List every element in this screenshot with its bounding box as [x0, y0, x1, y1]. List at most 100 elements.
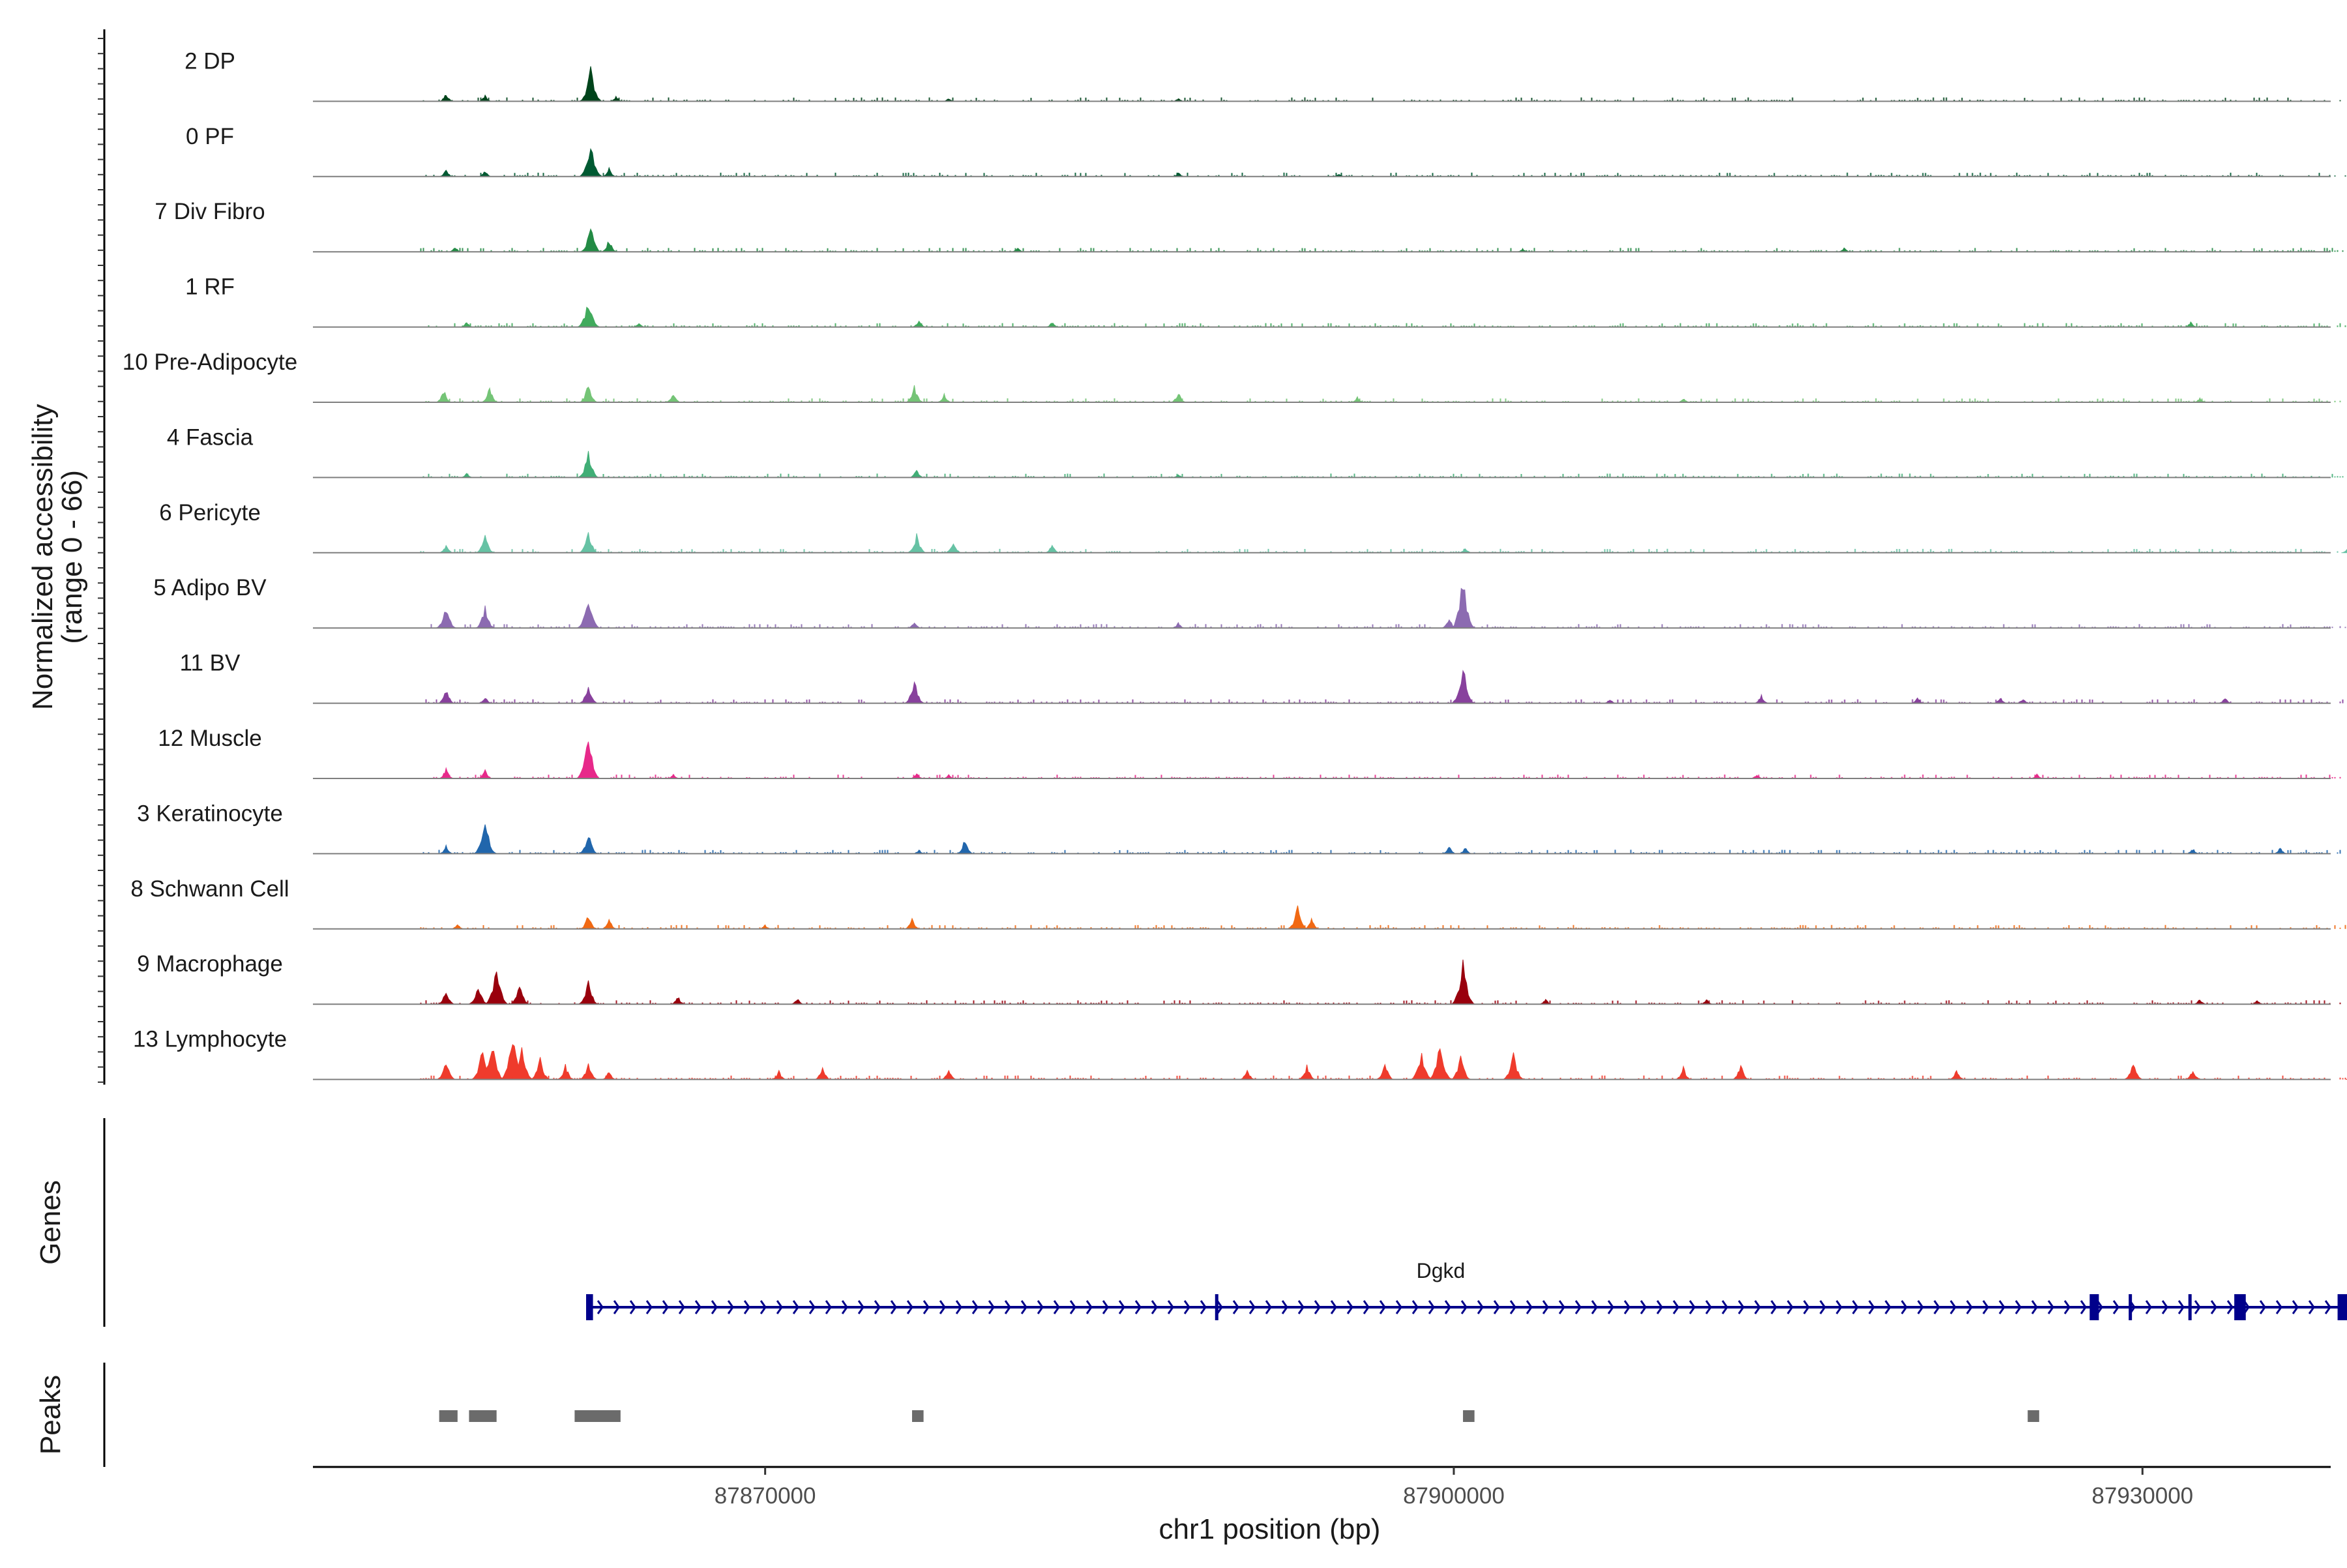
genes-panel-title: Genes [35, 1180, 66, 1265]
peaks-panel: Peaks [35, 1363, 2039, 1467]
track-label: 5 Adipo BV [153, 575, 267, 600]
accessibility-peak [579, 1063, 598, 1079]
accessibility-peak [1458, 848, 1473, 853]
accessibility-peak [578, 149, 603, 177]
accessibility-peak [1451, 960, 1475, 1004]
accessibility-peak [2030, 774, 2044, 778]
accessibility-peak [530, 1058, 551, 1080]
accessibility-peak [576, 742, 601, 778]
accessibility-peak [905, 385, 924, 402]
accessibility-peak [478, 698, 493, 703]
accessibility-peak [578, 838, 599, 854]
accessibility-peak [941, 1071, 957, 1080]
track-label: 0 PF [186, 124, 234, 149]
accessibility-peak [1172, 623, 1186, 628]
peak-region [912, 1410, 924, 1422]
accessibility-peak [2218, 699, 2232, 703]
peak-region [2028, 1410, 2039, 1422]
gene-dgkd: Dgkd [586, 1259, 2347, 1322]
genes-panel: Genes DgkdUsp40 [35, 1118, 2347, 1327]
gene-name-label: Dgkd [1417, 1259, 1466, 1282]
y-axis: Normalized accessibility (range 0 - 66) [27, 29, 104, 1085]
accessibility-peak [814, 1068, 831, 1080]
accessibility-peak [437, 994, 455, 1005]
gene-exon [2234, 1294, 2246, 1320]
accessibility-peak [436, 1065, 456, 1080]
accessibility-peak [911, 321, 926, 327]
accessibility-peak [1239, 1071, 1256, 1080]
accessibility-peak [478, 95, 492, 101]
accessibility-peak [600, 242, 617, 252]
accessibility-peak [904, 682, 925, 703]
accessibility-peak [438, 845, 454, 853]
y-axis-subtitle: (range 0 - 66) [56, 470, 88, 644]
accessibility-peak [1451, 671, 1475, 703]
accessibility-peak [556, 1064, 574, 1080]
track-label: 2 DP [185, 48, 235, 74]
accessibility-peak [937, 394, 952, 402]
accessibility-peak [665, 395, 681, 402]
accessibility-peak [438, 546, 454, 553]
track-label: 6 Pericyte [159, 500, 261, 525]
accessibility-peak [580, 229, 602, 252]
gene-exon [2089, 1294, 2099, 1320]
track-5-adipo-bv: 5 Adipo BV [153, 575, 2347, 628]
accessibility-peak [1376, 1065, 1395, 1080]
accessibility-peak [2341, 546, 2347, 553]
accessibility-peak [475, 535, 495, 553]
track-8-schwann-cell: 8 Schwann Cell [130, 876, 2347, 929]
track-6-pericyte: 6 Pericyte [159, 500, 2347, 553]
accessibility-peak [1410, 1053, 1434, 1079]
x-axis-title: chr1 position (bp) [1159, 1513, 1381, 1545]
y-axis-title: Normalized accessibility [27, 404, 59, 710]
track-label: 1 RF [185, 274, 235, 300]
accessibility-peak [1993, 698, 2007, 703]
track-0-pf: 0 PF [186, 124, 2347, 177]
peak-region [1463, 1410, 1475, 1422]
peaks-panel-title: Peaks [35, 1375, 66, 1455]
track-label: 8 Schwann Cell [130, 876, 289, 902]
accessibility-peak [2185, 1072, 2201, 1080]
coverage-tracks: 2 DP 0 PF 7 Div Fibro 1 RF 10 Pre-Adipocyte 4… [123, 48, 2347, 1079]
accessibility-peak [435, 612, 457, 628]
track-10-pre-adipocyte: 10 Pre-Adipocyte [123, 349, 2347, 402]
track-label: 9 Macrophage [137, 951, 283, 977]
accessibility-peak [439, 170, 454, 177]
accessibility-peak [576, 604, 601, 628]
accessibility-peak [1732, 1066, 1750, 1080]
accessibility-peak [480, 388, 499, 402]
accessibility-peak [578, 981, 599, 1004]
accessibility-peak [1675, 1067, 1692, 1080]
accessibility-peak [473, 825, 497, 854]
track-1-rf: 1 RF [185, 274, 2347, 327]
x-tick-label: 87900000 [1403, 1483, 1505, 1509]
accessibility-peak [1303, 919, 1320, 929]
track-7-div-fibro: 7 Div Fibro [155, 199, 2347, 252]
accessibility-peak [484, 971, 509, 1004]
accessibility-peak [907, 623, 921, 629]
accessibility-peak [438, 768, 454, 778]
peak-region [469, 1410, 496, 1422]
track-label: 7 Div Fibro [155, 199, 265, 224]
accessibility-peak [907, 533, 927, 553]
accessibility-peak [601, 1072, 617, 1079]
peak-region [439, 1410, 458, 1422]
x-tick-label: 87870000 [715, 1483, 816, 1509]
accessibility-peak [478, 172, 492, 177]
accessibility-peak [577, 451, 600, 478]
track-label: 4 Fascia [167, 424, 254, 450]
gene-exon [2189, 1294, 2192, 1320]
accessibility-peak [1170, 394, 1187, 402]
accessibility-peak [2123, 1065, 2144, 1080]
accessibility-peak [904, 919, 921, 929]
accessibility-peak [577, 307, 600, 327]
track-label: 12 Muscle [158, 726, 262, 751]
accessibility-peak [790, 999, 804, 1004]
accessibility-peak [477, 770, 493, 778]
gene-exon [2338, 1294, 2347, 1320]
track-label: 11 BV [180, 651, 241, 676]
accessibility-peak [1298, 1065, 1316, 1080]
accessibility-peak [578, 687, 598, 703]
